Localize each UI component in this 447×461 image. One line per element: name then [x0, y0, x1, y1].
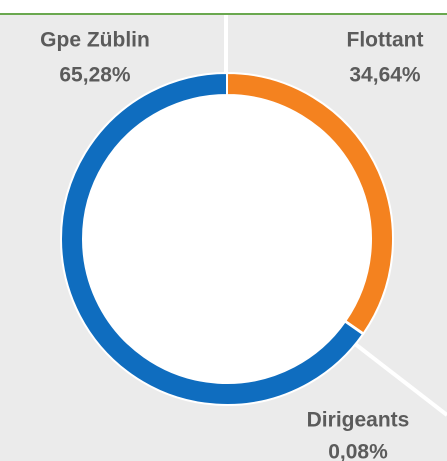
slice-label: Flottant — [347, 29, 424, 52]
donut-hole — [83, 95, 371, 383]
slice-value-label: 65,28% — [59, 64, 131, 87]
donut — [60, 71, 394, 406]
slice-value-label: 34,64% — [349, 64, 421, 87]
slice-label: Dirigeants — [307, 409, 410, 432]
slice-label: Gpe Züblin — [40, 29, 150, 52]
slice-value-label: 0,08% — [328, 441, 388, 461]
leader-line — [348, 338, 447, 417]
